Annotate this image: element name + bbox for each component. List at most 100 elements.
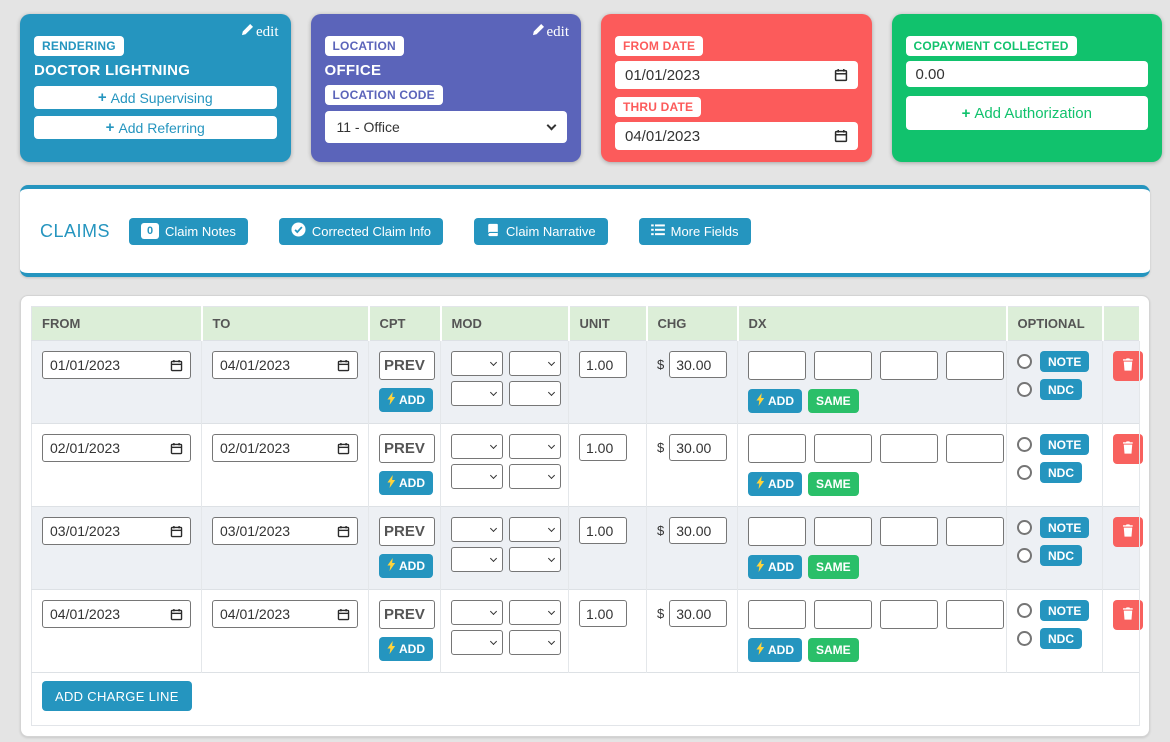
- dx-same-button[interactable]: SAME: [808, 638, 859, 662]
- delete-row-button[interactable]: [1113, 517, 1143, 547]
- ndc-radio[interactable]: [1017, 465, 1032, 480]
- mod-select[interactable]: [452, 631, 502, 654]
- dx-input[interactable]: [748, 434, 806, 463]
- row-to-date-input[interactable]: [220, 523, 337, 539]
- calendar-icon[interactable]: [834, 68, 848, 82]
- mod-select[interactable]: [510, 631, 560, 654]
- location-code-select[interactable]: 11 - Office: [324, 111, 567, 143]
- mod-select[interactable]: [452, 518, 502, 541]
- mod-select[interactable]: [510, 548, 560, 571]
- delete-row-button[interactable]: [1113, 600, 1143, 630]
- unit-input[interactable]: [579, 434, 627, 461]
- calendar-icon[interactable]: [834, 129, 848, 143]
- copayment-input[interactable]: [915, 65, 1138, 83]
- note-button[interactable]: NOTE: [1040, 434, 1090, 455]
- mod-select[interactable]: [510, 601, 560, 624]
- calendar-icon[interactable]: [170, 525, 183, 538]
- charge-input[interactable]: [669, 517, 728, 544]
- dx-input[interactable]: [748, 351, 806, 380]
- note-button[interactable]: NOTE: [1040, 600, 1090, 621]
- dx-add-button[interactable]: ADD: [748, 638, 802, 662]
- unit-input[interactable]: [579, 600, 627, 627]
- cpt-add-button[interactable]: ADD: [379, 554, 433, 578]
- dx-input[interactable]: [880, 351, 938, 380]
- row-to-date-input[interactable]: [220, 606, 337, 622]
- dx-input[interactable]: [946, 351, 1004, 380]
- calendar-icon[interactable]: [337, 525, 350, 538]
- dx-input[interactable]: [748, 600, 806, 629]
- dx-input[interactable]: [814, 351, 872, 380]
- row-from-date-input[interactable]: [50, 357, 170, 373]
- delete-row-button[interactable]: [1113, 351, 1143, 381]
- ndc-radio[interactable]: [1017, 382, 1032, 397]
- more-fields-button[interactable]: More Fields: [638, 217, 751, 245]
- dx-input[interactable]: [946, 517, 1004, 546]
- add-charge-line-button[interactable]: ADD CHARGE LINE: [42, 681, 192, 711]
- dx-input[interactable]: [748, 517, 806, 546]
- dx-input[interactable]: [880, 517, 938, 546]
- dx-input[interactable]: [814, 434, 872, 463]
- claim-notes-button[interactable]: 0 Claim Notes: [129, 217, 248, 245]
- charge-input[interactable]: [669, 600, 728, 627]
- corrected-claim-info-button[interactable]: Corrected Claim Info: [278, 217, 444, 245]
- dx-input[interactable]: [814, 517, 872, 546]
- note-button[interactable]: NOTE: [1040, 517, 1090, 538]
- dx-add-button[interactable]: ADD: [748, 472, 802, 496]
- dx-same-button[interactable]: SAME: [808, 555, 859, 579]
- calendar-icon[interactable]: [170, 359, 183, 372]
- thru-date-input[interactable]: [625, 127, 834, 145]
- note-button[interactable]: NOTE: [1040, 351, 1090, 372]
- row-to-date-input[interactable]: [220, 357, 337, 373]
- ndc-button[interactable]: NDC: [1040, 462, 1082, 483]
- from-date-input[interactable]: [625, 66, 834, 84]
- add-authorization-button[interactable]: + Add Authorization: [905, 96, 1148, 130]
- charge-input[interactable]: [669, 351, 728, 378]
- dx-input[interactable]: [946, 434, 1004, 463]
- row-from-date-input[interactable]: [50, 440, 170, 456]
- dx-input[interactable]: [880, 434, 938, 463]
- dx-add-button[interactable]: ADD: [748, 555, 802, 579]
- dx-same-button[interactable]: SAME: [808, 389, 859, 413]
- calendar-icon[interactable]: [170, 608, 183, 621]
- dx-input[interactable]: [814, 600, 872, 629]
- cpt-code-input[interactable]: [379, 600, 435, 629]
- mod-select[interactable]: [510, 518, 560, 541]
- mod-select[interactable]: [452, 465, 502, 488]
- claim-narrative-button[interactable]: Claim Narrative: [474, 217, 608, 245]
- ndc-radio[interactable]: [1017, 631, 1032, 646]
- charge-input[interactable]: [669, 434, 728, 461]
- ndc-button[interactable]: NDC: [1040, 545, 1082, 566]
- cpt-code-input[interactable]: [379, 351, 435, 380]
- add-supervising-button[interactable]: + Add Supervising: [34, 86, 277, 109]
- note-radio[interactable]: [1017, 603, 1032, 618]
- cpt-code-input[interactable]: [379, 434, 435, 463]
- mod-select[interactable]: [510, 465, 560, 488]
- unit-input[interactable]: [579, 351, 627, 378]
- calendar-icon[interactable]: [337, 359, 350, 372]
- mod-select[interactable]: [452, 548, 502, 571]
- edit-rendering-link[interactable]: edit: [241, 23, 279, 41]
- delete-row-button[interactable]: [1113, 434, 1143, 464]
- note-radio[interactable]: [1017, 520, 1032, 535]
- cpt-add-button[interactable]: ADD: [379, 388, 433, 412]
- ndc-button[interactable]: NDC: [1040, 628, 1082, 649]
- edit-location-link[interactable]: edit: [532, 23, 569, 41]
- row-from-date-input[interactable]: [50, 523, 170, 539]
- cpt-add-button[interactable]: ADD: [379, 471, 433, 495]
- cpt-add-button[interactable]: ADD: [379, 637, 433, 661]
- cpt-code-input[interactable]: [379, 517, 435, 546]
- mod-select[interactable]: [452, 352, 502, 375]
- mod-select[interactable]: [452, 435, 502, 458]
- mod-select[interactable]: [510, 382, 560, 405]
- ndc-button[interactable]: NDC: [1040, 379, 1082, 400]
- note-radio[interactable]: [1017, 354, 1032, 369]
- mod-select[interactable]: [510, 352, 560, 375]
- row-from-date-input[interactable]: [50, 606, 170, 622]
- ndc-radio[interactable]: [1017, 548, 1032, 563]
- unit-input[interactable]: [579, 517, 627, 544]
- mod-select[interactable]: [510, 435, 560, 458]
- calendar-icon[interactable]: [170, 442, 183, 455]
- mod-select[interactable]: [452, 601, 502, 624]
- calendar-icon[interactable]: [337, 442, 350, 455]
- row-to-date-input[interactable]: [220, 440, 337, 456]
